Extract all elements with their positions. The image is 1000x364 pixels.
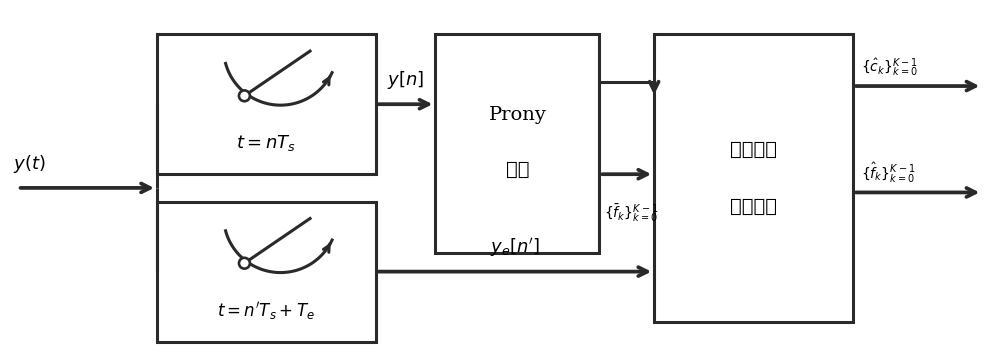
Text: $\{\hat{c}_k\}_{k=0}^{K-1}$: $\{\hat{c}_k\}_{k=0}^{K-1}$ bbox=[861, 56, 918, 78]
Bar bbox=[654, 34, 853, 322]
Text: 参数联合: 参数联合 bbox=[730, 140, 777, 159]
Text: $t = nT_s$: $t = nT_s$ bbox=[236, 133, 296, 153]
Text: 算法: 算法 bbox=[506, 160, 529, 179]
Circle shape bbox=[239, 90, 250, 101]
Bar bbox=[157, 202, 376, 341]
Text: $\{\hat{f}_k\}_{k=0}^{K-1}$: $\{\hat{f}_k\}_{k=0}^{K-1}$ bbox=[861, 160, 915, 185]
Circle shape bbox=[239, 258, 250, 269]
Text: $y[n]$: $y[n]$ bbox=[387, 70, 424, 91]
Bar bbox=[435, 34, 599, 253]
Text: $y_e[n']$: $y_e[n']$ bbox=[490, 236, 540, 259]
Text: 估计算法: 估计算法 bbox=[730, 197, 777, 216]
Text: $y(t)$: $y(t)$ bbox=[13, 153, 45, 175]
Text: Prony: Prony bbox=[488, 106, 546, 124]
Text: $t = n'T_s + T_e$: $t = n'T_s + T_e$ bbox=[217, 300, 315, 322]
Text: $\{\bar{f}_k\}_{k=0}^{K-1}$: $\{\bar{f}_k\}_{k=0}^{K-1}$ bbox=[604, 202, 659, 223]
Bar bbox=[157, 34, 376, 174]
